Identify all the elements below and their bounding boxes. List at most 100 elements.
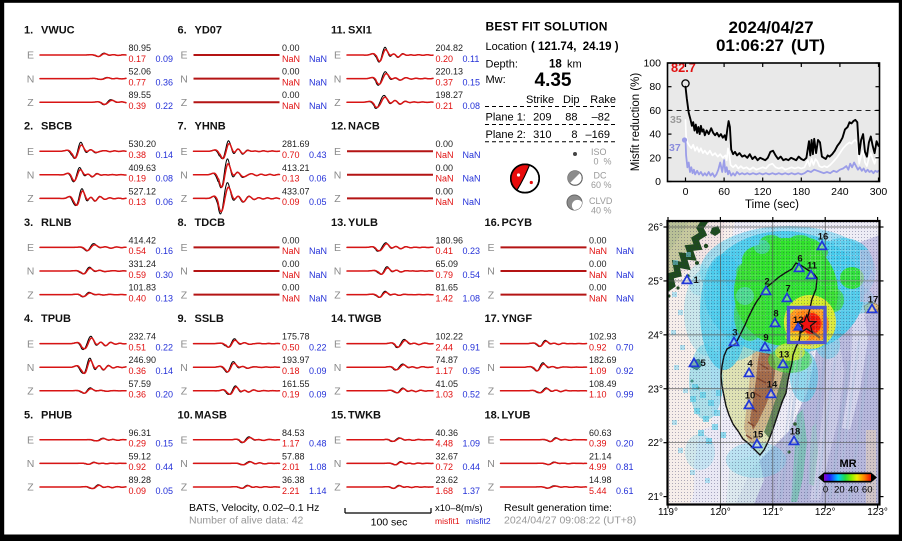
svg-text:Plane 1:: Plane 1:: [486, 111, 526, 123]
svg-text:15: 15: [753, 430, 764, 441]
svg-text:NaN: NaN: [309, 77, 327, 87]
svg-text:0.29: 0.29: [129, 439, 147, 449]
svg-text:120: 120: [754, 186, 772, 198]
svg-text:182.69: 182.69: [589, 355, 617, 365]
svg-text:89.55: 89.55: [129, 90, 152, 100]
svg-text:NaN: NaN: [282, 101, 300, 111]
svg-text:100: 100: [643, 58, 661, 70]
svg-text:NaN: NaN: [436, 174, 454, 184]
svg-text:NaN: NaN: [436, 197, 454, 207]
svg-text:0 %: 0 %: [594, 157, 612, 167]
svg-text:0.00: 0.00: [589, 283, 607, 293]
svg-text:14.: 14.: [331, 313, 346, 325]
svg-text:331.24: 331.24: [129, 259, 157, 269]
svg-text:4.: 4.: [24, 313, 33, 325]
svg-text:0.20: 0.20: [436, 54, 454, 64]
svg-text:60: 60: [649, 105, 661, 117]
svg-text:N: N: [334, 170, 342, 182]
svg-text:16.: 16.: [485, 217, 500, 229]
svg-text:NACB: NACB: [348, 121, 380, 133]
svg-text:0.30: 0.30: [156, 270, 174, 280]
svg-text:89.28: 89.28: [129, 475, 152, 485]
svg-text:60: 60: [718, 186, 730, 198]
svg-text:N: N: [334, 266, 342, 278]
svg-text:220.13: 220.13: [436, 67, 464, 77]
svg-text:0.00: 0.00: [589, 259, 607, 269]
svg-text:Location: Location: [486, 41, 528, 53]
svg-text:0.00: 0.00: [282, 235, 300, 245]
svg-text:0.06: 0.06: [309, 174, 327, 184]
svg-text:193.97: 193.97: [282, 355, 310, 365]
svg-text:17.: 17.: [485, 313, 500, 325]
svg-text:0.52: 0.52: [463, 390, 481, 400]
svg-text:E: E: [27, 146, 34, 158]
svg-text:1.68: 1.68: [436, 486, 454, 496]
svg-text:E: E: [27, 50, 34, 62]
svg-text:209: 209: [533, 111, 551, 123]
svg-text:4.99: 4.99: [589, 462, 607, 472]
svg-text:E: E: [180, 146, 187, 158]
svg-text:YULB: YULB: [348, 217, 378, 229]
svg-text:2: 2: [764, 277, 769, 288]
svg-text:0.14: 0.14: [156, 366, 174, 376]
svg-text:0.51: 0.51: [129, 342, 147, 352]
svg-text:0.22: 0.22: [309, 342, 327, 352]
svg-text:SSLB: SSLB: [195, 313, 224, 325]
svg-text:413.21: 413.21: [282, 163, 310, 173]
svg-text:1.09: 1.09: [463, 439, 481, 449]
svg-text:102.93: 102.93: [589, 332, 617, 342]
svg-text:Z: Z: [334, 482, 341, 494]
svg-text:E: E: [487, 435, 494, 447]
svg-text:0.00: 0.00: [589, 235, 607, 245]
svg-text:52.06: 52.06: [129, 67, 152, 77]
svg-text:4.48: 4.48: [436, 439, 454, 449]
svg-text:4: 4: [747, 359, 753, 370]
svg-text:E: E: [180, 50, 187, 62]
svg-text:0.40: 0.40: [129, 293, 147, 303]
svg-text:Z: Z: [181, 193, 188, 205]
svg-text:0.00: 0.00: [282, 67, 300, 77]
svg-text:Rake: Rake: [590, 94, 616, 106]
svg-text:1.37: 1.37: [463, 486, 481, 496]
svg-text:14.98: 14.98: [589, 475, 612, 485]
svg-text:CLVD: CLVD: [589, 196, 613, 206]
svg-text:Z: Z: [334, 289, 341, 301]
svg-text:NaN: NaN: [616, 270, 634, 280]
svg-text:SBCB: SBCB: [41, 121, 72, 133]
svg-text:E: E: [27, 242, 34, 254]
svg-text:16: 16: [818, 232, 829, 243]
svg-text:0.11: 0.11: [463, 54, 480, 64]
svg-text:0.15: 0.15: [463, 77, 481, 87]
svg-text:102.22: 102.22: [436, 332, 464, 342]
svg-text:0.77: 0.77: [129, 77, 147, 87]
svg-text:0.81: 0.81: [616, 462, 634, 472]
svg-text:281.69: 281.69: [282, 139, 310, 149]
svg-text:0.70: 0.70: [616, 342, 634, 352]
svg-text:N: N: [334, 73, 342, 85]
svg-text:2.01: 2.01: [282, 462, 300, 472]
svg-text:108.49: 108.49: [589, 379, 617, 389]
svg-text:NaN: NaN: [616, 246, 634, 256]
svg-text:15.: 15.: [331, 409, 346, 421]
svg-text:2024/04/27: 2024/04/27: [728, 18, 813, 37]
svg-text:0.09: 0.09: [129, 486, 147, 496]
svg-text:BATS, Velocity, 0.02–0.1 Hz: BATS, Velocity, 0.02–0.1 Hz: [189, 502, 319, 514]
svg-text:0.08: 0.08: [463, 101, 481, 111]
svg-text:NaN: NaN: [309, 101, 327, 111]
svg-text:0.09: 0.09: [309, 366, 327, 376]
svg-text:18: 18: [790, 427, 801, 438]
svg-text:1.08: 1.08: [309, 462, 327, 472]
svg-text:433.07: 433.07: [282, 186, 310, 196]
svg-text:0.37: 0.37: [436, 77, 454, 87]
svg-text:0.36: 0.36: [129, 390, 147, 400]
svg-text:122°: 122°: [815, 507, 836, 518]
svg-text:0.17: 0.17: [129, 54, 147, 64]
svg-text:11: 11: [807, 261, 818, 272]
svg-text:0.36: 0.36: [156, 77, 174, 87]
svg-text:E: E: [487, 338, 494, 350]
svg-text:Z: Z: [27, 482, 34, 494]
svg-text:84.53: 84.53: [282, 428, 305, 438]
svg-text:530.20: 530.20: [129, 139, 157, 149]
svg-text:0.00: 0.00: [282, 283, 300, 293]
svg-text:SXI1: SXI1: [348, 25, 372, 37]
